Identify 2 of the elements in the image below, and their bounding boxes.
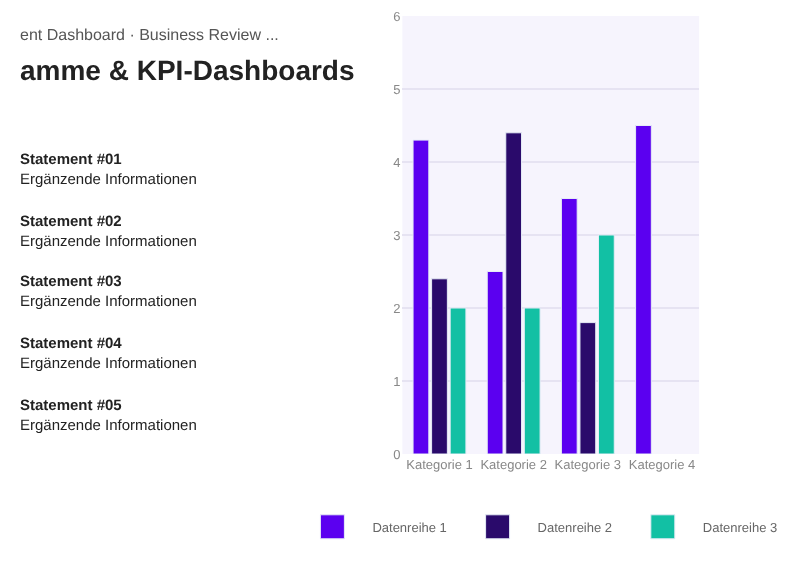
- text: amme & KPI-Dashboards: [20, 54, 355, 86]
- text: ent Dashboard · Business Review ...: [20, 26, 279, 44]
